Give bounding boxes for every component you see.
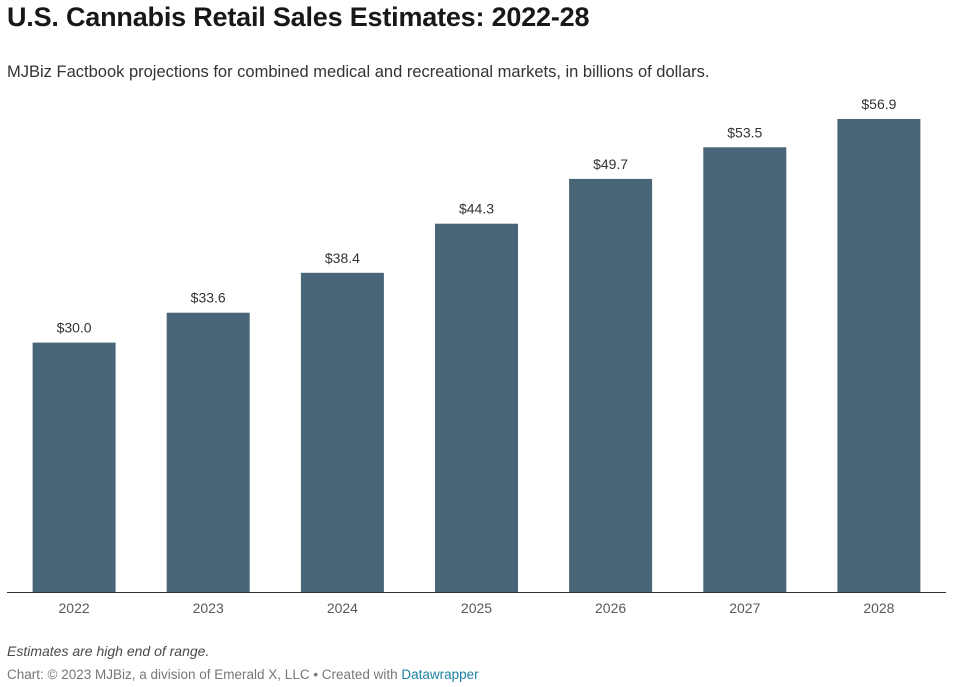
- data-label-2027: $53.5: [727, 124, 762, 140]
- bar-2028: [837, 119, 921, 592]
- data-label-2026: $49.7: [593, 156, 628, 172]
- data-label-2025: $44.3: [459, 201, 494, 217]
- bar-chart: $30.0 2022 $33.6 2023 $38.4 2024 $44.3 2025 $49.…: [7, 96, 946, 616]
- bar-2023: [166, 312, 250, 592]
- x-tick-label-2022: 2022: [59, 600, 90, 616]
- data-label-2023: $33.6: [191, 290, 226, 306]
- bar-2027: [703, 147, 787, 593]
- data-label-2028: $56.9: [861, 96, 896, 112]
- chart-note: Estimates are high end of range.: [7, 643, 210, 659]
- credit-text: Chart: © 2023 MJBiz, a division of Emera…: [7, 667, 402, 682]
- x-tick-label-2023: 2023: [193, 600, 224, 616]
- data-label-2024: $38.4: [325, 250, 360, 266]
- x-tick-label-2028: 2028: [863, 600, 894, 616]
- bar-2025: [435, 223, 518, 592]
- x-tick-label-2024: 2024: [327, 600, 358, 616]
- x-tick-label-2025: 2025: [461, 600, 492, 616]
- chart-credit: Chart: © 2023 MJBiz, a division of Emera…: [7, 667, 479, 682]
- datawrapper-link[interactable]: Datawrapper: [401, 667, 479, 682]
- chart-title: U.S. Cannabis Retail Sales Estimates: 20…: [7, 2, 590, 32]
- bar-2022: [32, 342, 116, 592]
- x-tick-label-2026: 2026: [595, 600, 626, 616]
- x-tick-label-2027: 2027: [729, 600, 760, 616]
- bar-2026: [569, 178, 653, 592]
- chart-subtitle: MJBiz Factbook projections for combined …: [7, 63, 710, 81]
- bar-2024: [300, 272, 384, 592]
- data-label-2022: $30.0: [57, 320, 92, 336]
